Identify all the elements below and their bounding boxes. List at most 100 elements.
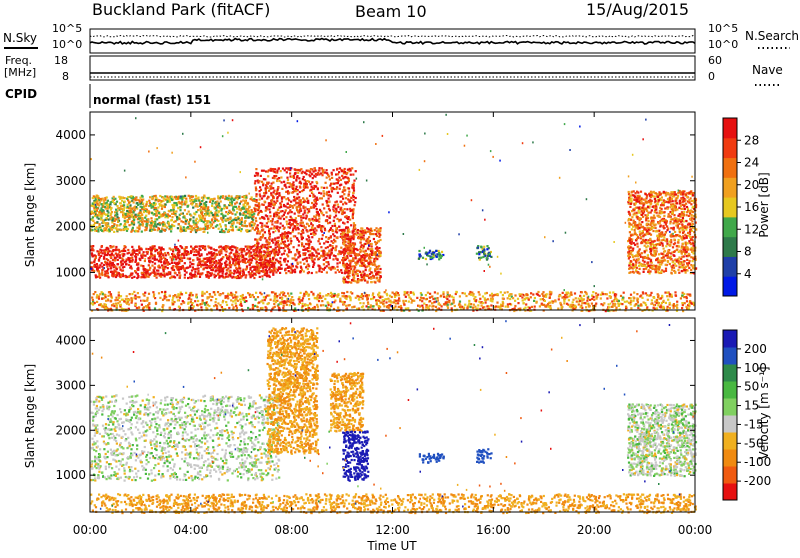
heatmap-cell — [135, 197, 137, 199]
heatmap-cell — [341, 212, 343, 214]
heatmap-cell — [373, 263, 375, 265]
heatmap-cell — [225, 273, 227, 275]
heatmap-cell — [215, 204, 217, 206]
heatmap-cell — [109, 226, 111, 228]
heatmap-cell — [669, 222, 671, 224]
heatmap-cell — [196, 203, 198, 205]
heatmap-cell — [345, 281, 347, 283]
heatmap-cell — [274, 239, 276, 241]
heatmap-cell — [350, 210, 352, 212]
heatmap-cell — [197, 273, 199, 275]
heatmap-cell — [304, 209, 306, 211]
heatmap-cell — [137, 263, 139, 265]
heatmap-cell — [298, 232, 300, 234]
heatmap-cell — [101, 245, 103, 247]
heatmap-cell — [268, 237, 270, 239]
heatmap-cell — [300, 267, 302, 269]
heatmap-cell — [280, 242, 282, 244]
heatmap-cell — [264, 201, 266, 203]
heatmap-cell — [148, 200, 150, 202]
heatmap-cell — [262, 184, 264, 186]
heatmap-cell — [283, 228, 285, 230]
heatmap-cell — [352, 270, 354, 272]
heatmap-cell — [133, 201, 135, 203]
heatmap-cell — [367, 262, 369, 264]
heatmap-cell — [137, 269, 139, 271]
heatmap-cell — [254, 253, 256, 255]
heatmap-cell — [298, 196, 300, 198]
heatmap-cell — [377, 268, 379, 270]
heatmap-cell — [290, 238, 292, 240]
heatmap-cell — [120, 229, 122, 231]
heatmap-cell — [191, 196, 193, 198]
heatmap-cell — [286, 177, 288, 179]
heatmap-cell — [299, 186, 301, 188]
heatmap-cell — [295, 190, 297, 192]
heatmap-cell — [245, 246, 247, 248]
heatmap-cell — [290, 240, 292, 242]
heatmap-cell — [146, 251, 148, 253]
heatmap-cell — [103, 256, 105, 258]
heatmap-cell — [97, 228, 99, 230]
heatmap-cell — [195, 254, 197, 256]
heatmap-cell — [116, 212, 118, 214]
heatmap-cell — [242, 261, 244, 263]
heatmap-cell — [154, 248, 156, 250]
heatmap-cell — [310, 233, 312, 235]
heatmap-cell — [200, 254, 202, 256]
heatmap-cell — [98, 254, 100, 256]
heatmap-cell — [164, 195, 166, 197]
heatmap-cell — [229, 253, 231, 255]
heatmap-cell — [267, 183, 269, 185]
heatmap-cell — [117, 259, 119, 261]
heatmap-cell — [229, 271, 231, 273]
heatmap-cell — [157, 229, 159, 231]
heatmap-cell — [222, 268, 224, 270]
heatmap-cell — [326, 187, 328, 189]
heatmap-cell — [221, 263, 223, 265]
heatmap-cell — [110, 271, 112, 273]
heatmap-cell — [332, 258, 334, 260]
heatmap-cell — [335, 227, 337, 229]
freq-tick-bottom: 8 — [62, 70, 69, 83]
heatmap-cell — [326, 191, 328, 193]
heatmap-cell — [356, 273, 358, 275]
heatmap-cell — [682, 229, 684, 231]
heatmap-cell — [128, 224, 130, 226]
heatmap-cell — [184, 209, 186, 211]
heatmap-cell — [350, 224, 352, 226]
heatmap-cell — [261, 223, 263, 225]
heatmap-cell — [161, 264, 163, 266]
heatmap-cell — [113, 202, 115, 204]
heatmap-cell — [249, 247, 251, 249]
heatmap-cell — [292, 219, 294, 221]
heatmap-cell — [267, 220, 269, 222]
heatmap-cell — [119, 251, 121, 253]
heatmap-cell — [256, 231, 258, 233]
heatmap-cell — [160, 276, 162, 278]
heatmap-cell — [256, 258, 258, 260]
heatmap-cell — [288, 219, 290, 221]
heatmap-cell — [364, 243, 366, 245]
heatmap-cell — [270, 227, 272, 229]
heatmap-cell — [372, 277, 374, 279]
heatmap-cell — [115, 227, 117, 229]
heatmap-cell — [274, 262, 276, 264]
heatmap-cell — [347, 241, 349, 243]
heatmap-cell — [217, 206, 219, 208]
heatmap-cell — [279, 227, 281, 229]
heatmap-cell — [211, 258, 213, 260]
heatmap-cell — [320, 192, 322, 194]
heatmap-cell — [255, 204, 257, 206]
heatmap-cell — [678, 228, 680, 230]
heatmap-cell — [343, 186, 345, 188]
heatmap-cell — [283, 196, 285, 198]
heatmap-cell — [291, 205, 293, 207]
heatmap-cell — [178, 271, 180, 273]
heatmap-cell — [91, 252, 93, 254]
heatmap-cell — [321, 197, 323, 199]
heatmap-cell — [266, 263, 268, 265]
heatmap-cell — [352, 242, 354, 244]
heatmap-cell — [152, 206, 154, 208]
heatmap-cell — [285, 216, 287, 218]
